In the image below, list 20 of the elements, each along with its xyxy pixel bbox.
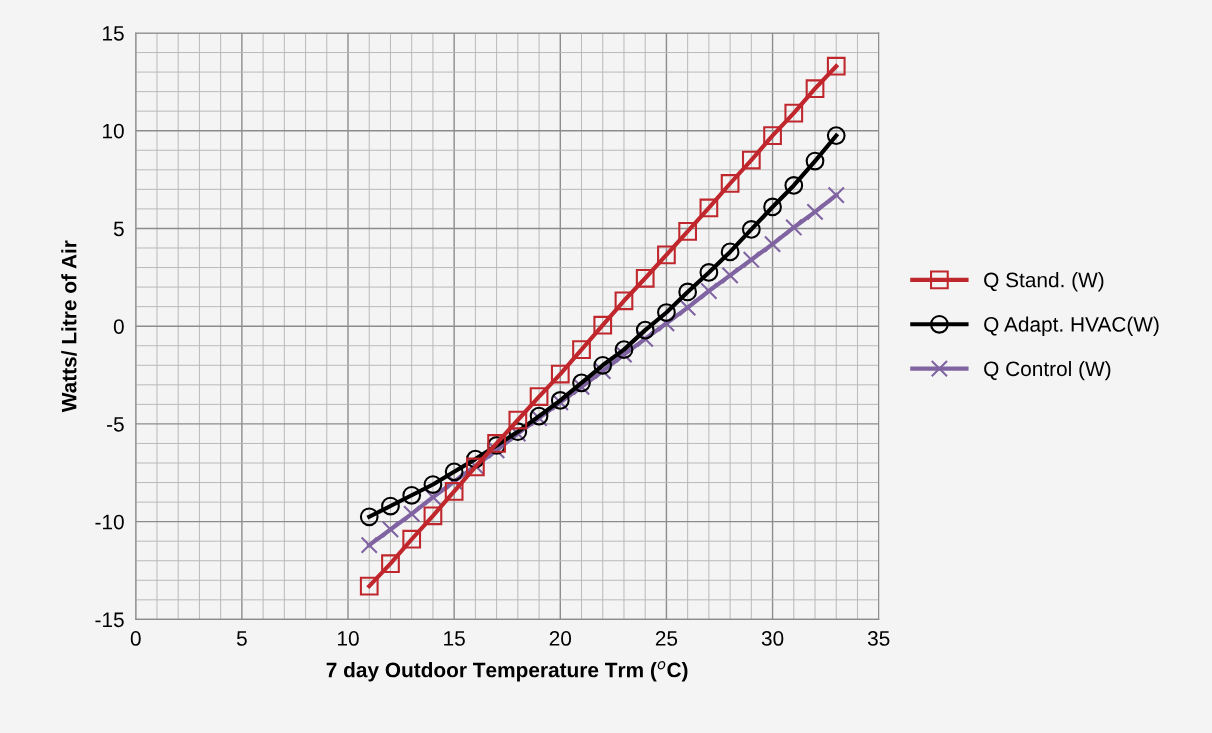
x-tick-label: 15 <box>444 631 465 646</box>
y-tick-label: 15 <box>103 26 124 41</box>
legend-label: Q Adapt. HVAC(W) <box>984 316 1159 336</box>
y-tick-label: 5 <box>113 221 124 237</box>
x-tick-label: 35 <box>867 631 890 646</box>
x-tick-label: 20 <box>549 631 572 646</box>
x-tick-label: 0 <box>130 631 141 646</box>
x-tick-label: 25 <box>655 631 678 646</box>
y-tick-label: 0 <box>113 319 124 334</box>
legend-label: Q Stand. (W) <box>984 272 1104 292</box>
y-tick-label: -15 <box>95 612 124 628</box>
y-tick-label: -10 <box>95 514 124 530</box>
x-tick-label: 30 <box>761 631 784 646</box>
x-tick-label: 10 <box>338 631 359 646</box>
y-tick-label: 10 <box>103 123 124 139</box>
y-axis-title: Watts/ Litre of Air <box>61 240 77 413</box>
legend-label: Q Control (W) <box>984 360 1111 381</box>
y-tick-label: -5 <box>107 417 124 432</box>
x-tick-label: 5 <box>236 631 247 646</box>
x-axis-title: 7 day Outdoor Temperature Trm ($^{o}$C) <box>326 661 688 682</box>
